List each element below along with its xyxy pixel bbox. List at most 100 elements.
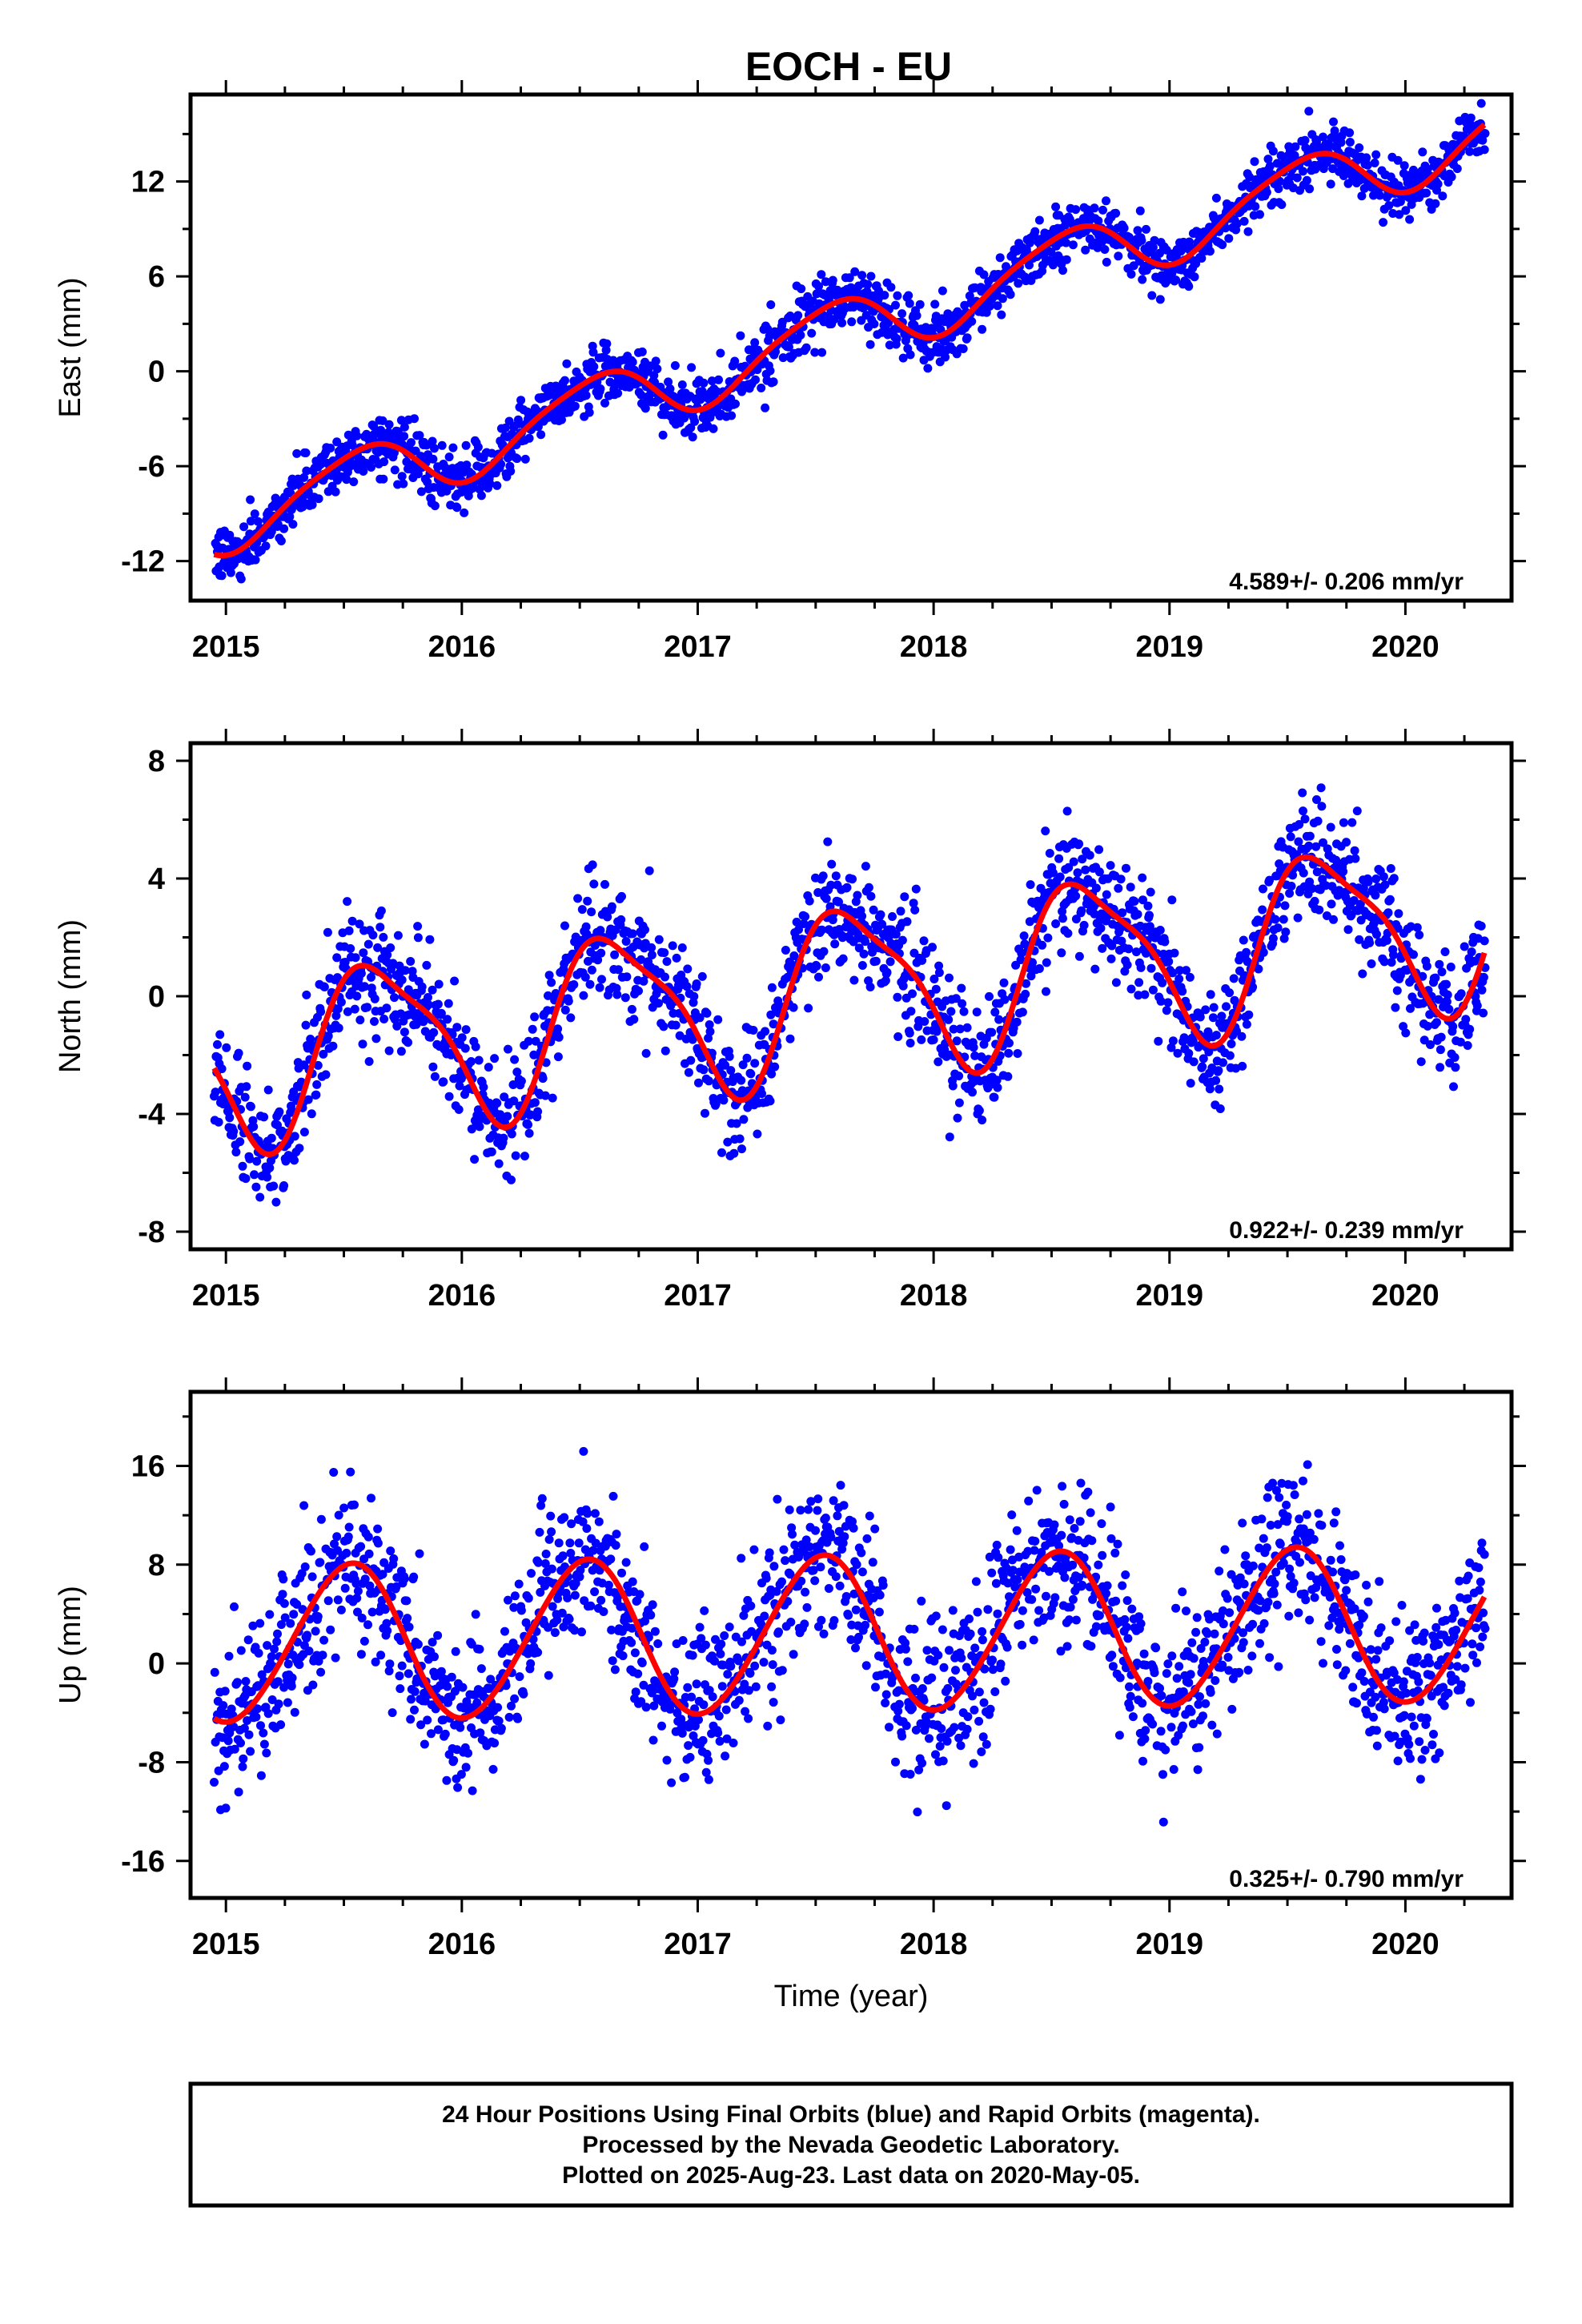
data-point (765, 366, 775, 376)
data-point (685, 1752, 695, 1762)
data-point (270, 1644, 279, 1654)
data-point (1071, 205, 1081, 215)
data-point (1147, 291, 1157, 300)
data-point (221, 1803, 231, 1813)
data-point (456, 1723, 465, 1732)
data-point (1443, 990, 1452, 999)
data-point (420, 1696, 430, 1706)
data-point (1476, 921, 1486, 931)
data-point (801, 1535, 811, 1545)
data-point (336, 997, 346, 1007)
data-point (1265, 161, 1275, 171)
data-point (391, 1582, 401, 1591)
data-point (332, 953, 342, 963)
data-point (865, 983, 875, 991)
data-point (564, 1614, 574, 1624)
data-point (461, 1763, 471, 1772)
data-point (610, 950, 620, 959)
data-point (1237, 1031, 1247, 1041)
data-point (1363, 877, 1373, 887)
data-point (586, 1601, 596, 1610)
data-point (636, 1697, 646, 1707)
data-point (245, 1154, 255, 1164)
data-point (931, 984, 941, 994)
data-point (253, 517, 263, 526)
data-point (1479, 1008, 1488, 1018)
data-point (287, 1673, 297, 1683)
data-point (1215, 1104, 1225, 1113)
data-point (367, 1494, 375, 1503)
data-point (1431, 199, 1440, 208)
data-point (1436, 1032, 1446, 1042)
data-point (1138, 895, 1147, 905)
data-point (416, 487, 426, 497)
data-point (336, 1605, 346, 1614)
data-point (285, 512, 295, 521)
data-point (731, 1632, 741, 1642)
data-point (486, 1675, 496, 1684)
data-point (951, 994, 961, 1003)
data-point (1480, 129, 1490, 139)
data-point (750, 1661, 760, 1671)
data-point (280, 1613, 290, 1622)
data-point (637, 347, 647, 356)
data-point (582, 929, 592, 939)
data-point (787, 959, 797, 969)
data-point (1224, 234, 1234, 243)
data-point (591, 1538, 600, 1548)
data-point (746, 1601, 756, 1610)
data-point (364, 1549, 374, 1558)
data-point (373, 1538, 383, 1548)
data-point (999, 978, 1009, 987)
data-point (272, 1637, 282, 1647)
data-point (588, 860, 597, 870)
data-point (588, 1546, 598, 1555)
data-point (972, 1007, 982, 1017)
data-point (776, 1715, 785, 1725)
data-point (448, 443, 458, 452)
data-point (301, 448, 311, 457)
data-point (765, 1096, 775, 1106)
data-point (1229, 974, 1239, 983)
data-point (646, 1610, 656, 1620)
data-point (709, 424, 718, 433)
data-point (812, 961, 821, 971)
data-point (801, 343, 811, 352)
data-point (1299, 167, 1307, 176)
data-point (1355, 899, 1365, 909)
data-point (821, 1514, 830, 1522)
data-point (600, 398, 609, 408)
data-point (1232, 219, 1242, 228)
data-point (273, 1677, 283, 1687)
data-point (893, 291, 902, 300)
data-point (1461, 1015, 1471, 1024)
data-point (809, 1566, 818, 1575)
data-point (476, 491, 486, 501)
data-point (246, 495, 255, 505)
data-point (835, 1581, 845, 1590)
data-point (621, 937, 631, 946)
data-point (723, 1137, 733, 1147)
data-point (510, 1055, 520, 1064)
data-point (554, 1032, 564, 1042)
data-point (323, 1596, 333, 1606)
data-point (452, 1023, 462, 1032)
data-point (1143, 901, 1153, 911)
data-point (1259, 947, 1268, 957)
data-point (978, 1116, 987, 1125)
data-point (1186, 1079, 1195, 1088)
data-point (793, 311, 803, 320)
data-point (687, 363, 697, 372)
data-point (1304, 841, 1314, 850)
data-point (1004, 1048, 1014, 1058)
data-point (589, 362, 599, 372)
data-point (885, 957, 895, 967)
data-point (649, 1701, 659, 1711)
data-point (423, 477, 432, 487)
data-point (427, 1729, 436, 1739)
data-point (861, 1661, 871, 1671)
data-point (250, 1170, 259, 1180)
data-point (1456, 989, 1466, 999)
data-point (404, 1669, 413, 1679)
data-point (866, 271, 876, 281)
